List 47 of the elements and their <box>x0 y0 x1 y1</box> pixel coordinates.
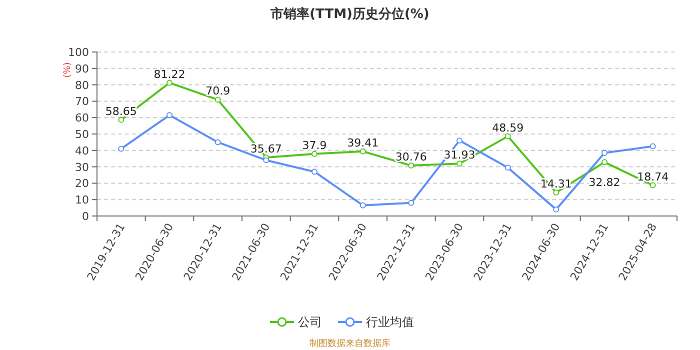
point <box>650 182 656 188</box>
point <box>118 146 124 152</box>
y-tick-label: 50 <box>75 128 89 141</box>
data-label: 39.41 <box>347 136 379 150</box>
data-label: 48.59 <box>492 121 524 134</box>
data-label: 30.76 <box>395 150 427 164</box>
chart-title: 市销率(TTM)历史分位(%) <box>270 6 430 22</box>
point <box>214 139 221 146</box>
legend-label: 公司 <box>298 315 322 329</box>
point <box>602 150 608 156</box>
point <box>263 157 270 164</box>
point <box>456 160 462 167</box>
data-label: 70.9 <box>206 84 230 98</box>
point <box>360 148 366 154</box>
point <box>166 80 172 86</box>
y-tick-label: 90 <box>75 62 89 76</box>
point <box>553 206 560 212</box>
point <box>312 150 318 157</box>
y-tick-label: 100 <box>68 46 89 59</box>
point <box>166 112 172 118</box>
y-axis-title: (%) <box>63 62 73 78</box>
y-tick-label: 20 <box>75 177 89 190</box>
y-tick-label: 30 <box>75 160 89 174</box>
data-label: 32.82 <box>588 176 620 190</box>
y-tick-label: 0 <box>82 210 89 223</box>
y-tick-label: 10 <box>75 194 89 207</box>
point <box>312 168 318 175</box>
point <box>504 133 511 140</box>
data-label: 81.22 <box>154 68 186 81</box>
point <box>408 162 414 169</box>
point <box>214 96 221 103</box>
point <box>650 143 656 150</box>
text: 制图数据来自数据库 <box>310 338 390 349</box>
y-tick-label: 40 <box>75 144 89 158</box>
point <box>456 138 462 144</box>
data-label: 37.9 <box>302 138 327 152</box>
y-tick-label: 70 <box>75 95 89 108</box>
y-tick-label: 60 <box>75 112 89 125</box>
point <box>504 164 511 171</box>
point <box>118 116 124 123</box>
y-tick-label: 80 <box>75 78 89 92</box>
point <box>602 159 608 166</box>
data-label: 18.74 <box>637 170 669 184</box>
point <box>553 190 560 196</box>
point <box>408 200 414 206</box>
point <box>360 202 366 208</box>
legend-label: 行业均值 <box>366 315 414 329</box>
